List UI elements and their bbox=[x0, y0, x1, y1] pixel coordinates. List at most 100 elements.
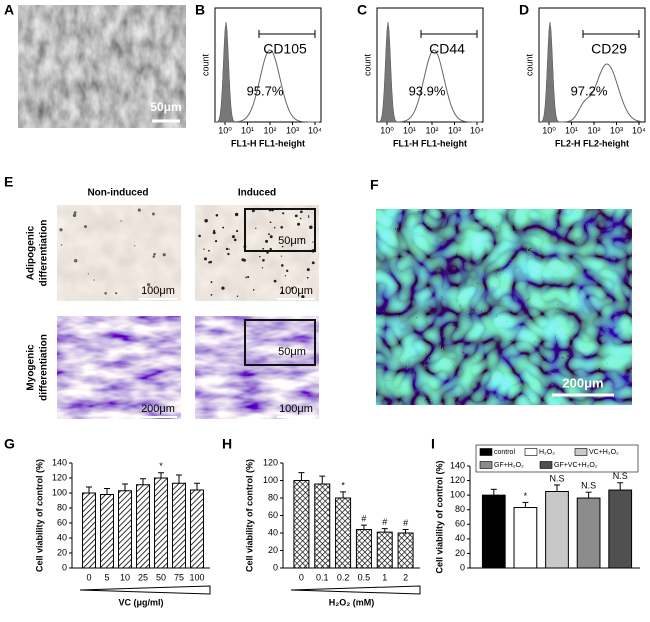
legend-frame bbox=[475, 444, 639, 473]
x-axis-label: FL1-H FL1-height bbox=[231, 138, 305, 148]
y-tick-label: 0 bbox=[273, 562, 278, 572]
x-tick-label: 10² bbox=[587, 125, 600, 135]
lipid-droplet bbox=[203, 248, 205, 250]
y-tick-label: 80 bbox=[57, 502, 67, 512]
lipid-droplet bbox=[284, 275, 287, 277]
lipid-droplet bbox=[308, 216, 310, 218]
lipid-droplet bbox=[273, 279, 277, 283]
y-tick-label: 60 bbox=[455, 519, 465, 529]
x-tick-label: 10¹ bbox=[241, 125, 254, 135]
lipid-droplet bbox=[297, 222, 301, 226]
x-tick-label: 100 bbox=[189, 572, 204, 582]
legend-swatch bbox=[479, 448, 493, 456]
annotation: # bbox=[403, 518, 408, 528]
lipid-droplet bbox=[280, 255, 283, 257]
bar bbox=[118, 490, 132, 569]
x-tick-label: 50 bbox=[156, 572, 166, 582]
lipid-droplet bbox=[294, 214, 298, 218]
x-tick-label: 10⁴ bbox=[470, 125, 484, 135]
scale-bar-label: 100μm bbox=[279, 285, 313, 297]
lipid-droplet bbox=[203, 257, 208, 261]
bar bbox=[190, 489, 204, 569]
lipid-droplet bbox=[285, 269, 289, 273]
bar bbox=[172, 482, 186, 569]
x-tick-label: 25 bbox=[138, 572, 148, 582]
annotation: # bbox=[382, 517, 387, 527]
lipid-droplet bbox=[262, 247, 265, 250]
lipid-droplet bbox=[208, 261, 211, 264]
panel-letter: H bbox=[222, 436, 232, 452]
bar bbox=[293, 480, 310, 569]
isotype-peak bbox=[214, 21, 241, 123]
lipid-droplet bbox=[137, 208, 141, 212]
percent-label: 97.2% bbox=[571, 83, 608, 98]
y-tick-label: 120 bbox=[263, 457, 278, 467]
legend-swatch bbox=[539, 461, 553, 469]
annotation: # bbox=[361, 514, 366, 524]
x-tick-label: 10³ bbox=[286, 125, 299, 135]
lipid-droplet bbox=[114, 292, 118, 295]
legend-label: GF+VC+H₂O₂ bbox=[554, 462, 598, 469]
x-axis-label: VC (μg/ml) bbox=[118, 597, 163, 607]
panel-letter: E bbox=[4, 174, 13, 190]
x-tick-label: 10² bbox=[263, 125, 276, 135]
annotation: N.S bbox=[549, 473, 564, 483]
lipid-droplet bbox=[273, 227, 276, 229]
y-tick-label: 40 bbox=[57, 532, 67, 542]
panel-letter: G bbox=[4, 436, 15, 452]
lipid-droplet bbox=[153, 252, 156, 256]
y-tick-label: 80 bbox=[455, 504, 465, 514]
lipid-droplet bbox=[73, 259, 78, 263]
lipid-droplet bbox=[259, 256, 261, 258]
legend-swatch bbox=[574, 448, 588, 456]
lipid-droplet bbox=[146, 282, 151, 287]
x-tick-label: 2 bbox=[403, 572, 408, 582]
bar bbox=[513, 507, 538, 569]
panel-letter: B bbox=[195, 2, 205, 18]
lipid-droplet bbox=[210, 281, 213, 284]
row-label: Adipogenic bbox=[26, 225, 37, 280]
y-tick-label: 100 bbox=[450, 490, 465, 500]
x-tick-label: 10⁰ bbox=[380, 125, 394, 135]
lipid-droplet bbox=[281, 245, 284, 248]
lipid-droplet bbox=[306, 276, 309, 279]
x-tick-label: 0.5 bbox=[358, 572, 371, 582]
lipid-droplet bbox=[268, 233, 270, 236]
lipid-droplet bbox=[208, 249, 210, 252]
scale-bar-label: 50μm bbox=[150, 100, 181, 114]
x-tick-label: 0.1 bbox=[316, 572, 329, 582]
lipid-droplet bbox=[309, 225, 313, 230]
y-tick-label: 120 bbox=[450, 475, 465, 485]
percent-label: 95.7% bbox=[247, 83, 284, 98]
legend-label: H₂O₂ bbox=[539, 449, 555, 456]
lipid-droplet bbox=[228, 248, 230, 250]
lipid-droplet bbox=[281, 264, 284, 267]
x-tick-label: 0 bbox=[86, 572, 91, 582]
bar bbox=[376, 531, 393, 569]
lipid-droplet bbox=[280, 225, 284, 229]
y-axis-label: Cell viability of control (%) bbox=[434, 460, 444, 573]
y-tick-label: 40 bbox=[455, 533, 465, 543]
micrograph bbox=[195, 316, 319, 419]
panel-letter: C bbox=[357, 2, 367, 18]
scale-bar-label: 100μm bbox=[279, 403, 313, 415]
micrograph bbox=[57, 316, 181, 419]
lipid-droplet bbox=[214, 239, 218, 243]
lipid-droplet bbox=[152, 255, 156, 258]
x-tick-label: 0.2 bbox=[337, 572, 350, 582]
micrograph bbox=[195, 205, 319, 301]
bar bbox=[314, 483, 331, 569]
plot-frame bbox=[214, 7, 322, 123]
bar bbox=[136, 484, 150, 569]
y-tick-label: 60 bbox=[57, 517, 67, 527]
lipid-droplet bbox=[261, 267, 264, 269]
bar bbox=[355, 529, 372, 569]
plot-frame bbox=[538, 7, 646, 123]
bar bbox=[335, 497, 352, 569]
lipid-droplet bbox=[280, 291, 284, 294]
x-tick-label: 10⁰ bbox=[542, 125, 556, 135]
micrograph bbox=[57, 205, 181, 301]
lipid-droplet bbox=[252, 289, 255, 291]
